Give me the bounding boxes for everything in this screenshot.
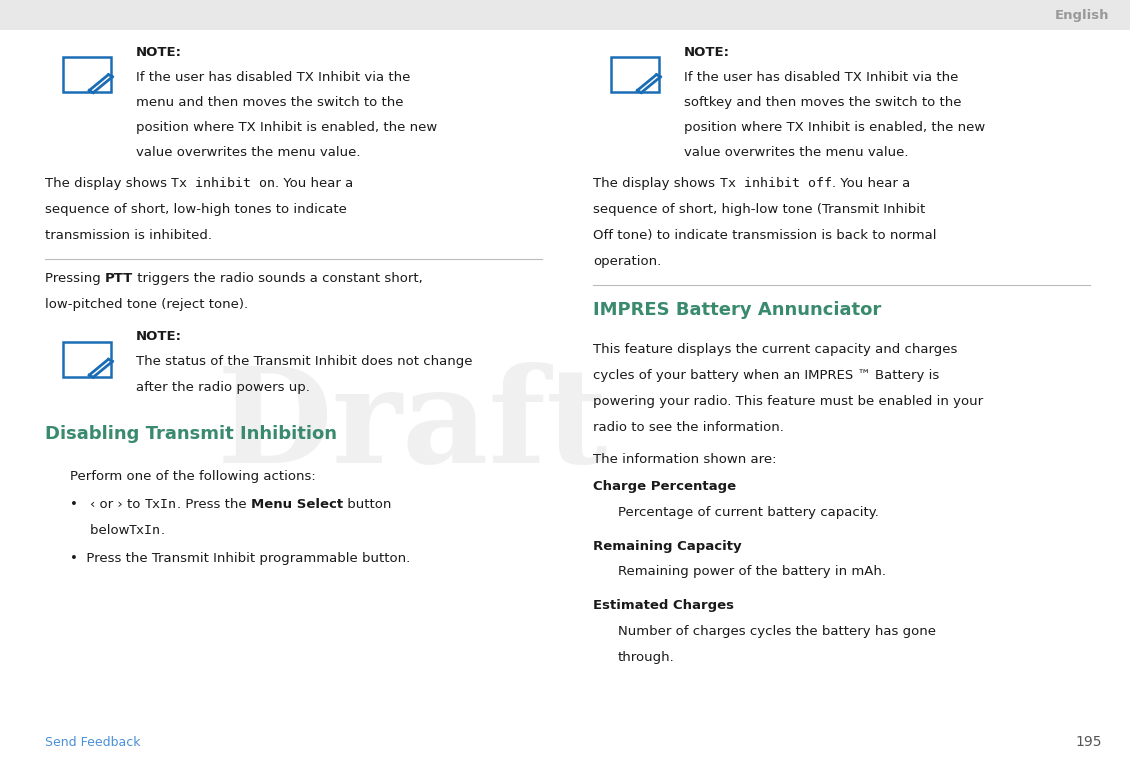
Text: menu and then moves the switch to the: menu and then moves the switch to the	[136, 96, 403, 109]
Text: This feature displays the current capacity and charges: This feature displays the current capaci…	[593, 343, 957, 356]
Text: powering your radio. This feature must be enabled in your: powering your radio. This feature must b…	[593, 395, 983, 408]
Text: Draft: Draft	[217, 361, 608, 491]
Text: Estimated Charges: Estimated Charges	[593, 599, 734, 612]
Text: Disabling Transmit Inhibition: Disabling Transmit Inhibition	[45, 425, 337, 443]
Text: Number of charges cycles the battery has gone: Number of charges cycles the battery has…	[618, 625, 936, 638]
Text: after the radio powers up.: after the radio powers up.	[136, 380, 310, 393]
Text: Send Feedback: Send Feedback	[45, 736, 141, 749]
Text: ‹ or › to: ‹ or › to	[90, 498, 145, 511]
Text: value overwrites the menu value.: value overwrites the menu value.	[136, 146, 360, 159]
Text: sequence of short, low-high tones to indicate: sequence of short, low-high tones to ind…	[45, 203, 347, 216]
Text: through.: through.	[618, 651, 675, 664]
Text: radio to see the information.: radio to see the information.	[593, 421, 784, 434]
Text: Perform one of the following actions:: Perform one of the following actions:	[70, 470, 315, 483]
Text: NOTE:: NOTE:	[136, 330, 182, 343]
Text: If the user has disabled TX Inhibit via the: If the user has disabled TX Inhibit via …	[684, 71, 958, 84]
Text: •: •	[70, 498, 86, 511]
Text: PTT: PTT	[105, 272, 133, 285]
Text: 195: 195	[1076, 735, 1102, 749]
Text: position where TX Inhibit is enabled, the new: position where TX Inhibit is enabled, th…	[684, 121, 985, 134]
Text: sequence of short, high-low tone (Transmit Inhibit: sequence of short, high-low tone (Transm…	[593, 203, 925, 216]
Text: The information shown are:: The information shown are:	[593, 453, 776, 466]
Text: The display shows: The display shows	[593, 177, 720, 190]
Text: triggers the radio sounds a constant short,: triggers the radio sounds a constant sho…	[133, 272, 424, 285]
Text: button: button	[344, 498, 391, 511]
Text: Tx inhibit on: Tx inhibit on	[172, 177, 276, 190]
Text: •  Press the Transmit Inhibit programmable button.: • Press the Transmit Inhibit programmabl…	[70, 552, 410, 565]
Text: Remaining Capacity: Remaining Capacity	[593, 540, 742, 552]
Text: IMPRES Battery Annunciator: IMPRES Battery Annunciator	[593, 301, 881, 320]
Text: .: .	[160, 524, 165, 537]
Text: . You hear a: . You hear a	[832, 177, 910, 190]
Text: Menu Select: Menu Select	[251, 498, 344, 511]
Text: position where TX Inhibit is enabled, the new: position where TX Inhibit is enabled, th…	[136, 121, 437, 134]
Text: below: below	[90, 524, 134, 537]
Text: Tx inhibit off: Tx inhibit off	[720, 177, 832, 190]
Text: The status of the Transmit Inhibit does not change: The status of the Transmit Inhibit does …	[136, 355, 472, 368]
Text: Percentage of current battery capacity.: Percentage of current battery capacity.	[618, 506, 879, 519]
Text: . Press the: . Press the	[177, 498, 251, 511]
Text: Pressing: Pressing	[45, 272, 105, 285]
Text: Charge Percentage: Charge Percentage	[593, 480, 737, 493]
Text: cycles of your battery when an IMPRES ™ Battery is: cycles of your battery when an IMPRES ™ …	[593, 369, 939, 382]
Text: NOTE:: NOTE:	[136, 46, 182, 59]
Text: operation.: operation.	[593, 255, 661, 268]
Text: . You hear a: . You hear a	[276, 177, 354, 190]
Text: softkey and then moves the switch to the: softkey and then moves the switch to the	[684, 96, 962, 109]
Text: transmission is inhibited.: transmission is inhibited.	[45, 229, 212, 242]
Text: If the user has disabled TX Inhibit via the: If the user has disabled TX Inhibit via …	[136, 71, 410, 84]
Text: English: English	[1055, 8, 1110, 22]
Text: Off tone) to indicate transmission is back to normal: Off tone) to indicate transmission is ba…	[593, 229, 937, 242]
FancyBboxPatch shape	[0, 0, 1130, 30]
Text: NOTE:: NOTE:	[684, 46, 730, 59]
Text: Remaining power of the battery in mAh.: Remaining power of the battery in mAh.	[618, 565, 886, 578]
Text: TxIn: TxIn	[129, 524, 160, 537]
Text: value overwrites the menu value.: value overwrites the menu value.	[684, 146, 909, 159]
Text: TxIn: TxIn	[145, 498, 177, 511]
Text: low-pitched tone (reject tone).: low-pitched tone (reject tone).	[45, 298, 249, 311]
Text: The display shows: The display shows	[45, 177, 172, 190]
